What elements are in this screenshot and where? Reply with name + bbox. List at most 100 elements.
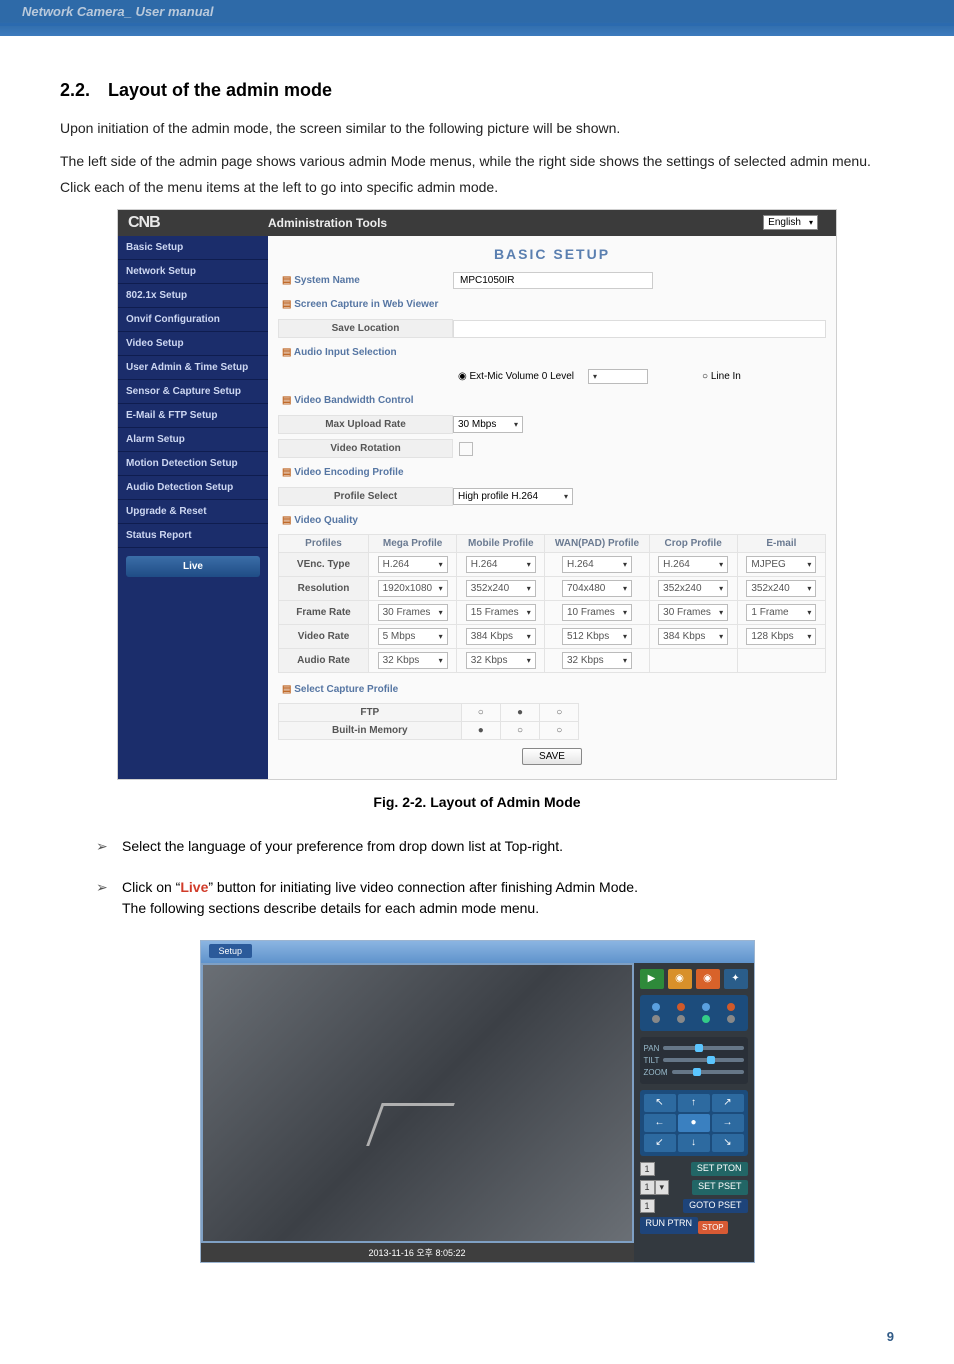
figure-caption: Fig. 2-2. Layout of Admin Mode [60,794,894,810]
max-upload-label: Max Upload Rate [278,415,453,434]
cap-mem-3[interactable]: ○ [540,721,579,739]
slider-zoom[interactable]: ZOOM [644,1068,744,1077]
admin-screenshot: CNB Administration Tools English Basic S… [117,209,837,780]
quality-row-frame: Frame Rate30 Frames15 Frames10 Frames30 … [279,600,826,624]
video-quality-label: Video Quality [278,515,453,526]
sidebar-item-8021x[interactable]: 802.1x Setup [118,284,268,308]
audio-input-label: Audio Input Selection [278,347,453,358]
cap-mem-label: Built-in Memory [279,721,462,739]
profile-select[interactable]: High profile H.264 [453,488,573,505]
goto-pset[interactable]: GOTO PSET [683,1199,747,1213]
language-select[interactable]: English [763,215,818,230]
rotation-checkbox[interactable] [459,442,473,456]
sidebar-item-alarm[interactable]: Alarm Setup [118,428,268,452]
arrow-ne[interactable]: ↗ [712,1094,744,1112]
doc-header-title: Network Camera_ User manual [0,0,954,19]
sidebar-item-emailftp[interactable]: E-Mail & FTP Setup [118,404,268,428]
admin-title: Administration Tools [268,216,763,230]
stop-button[interactable]: STOP [698,1221,728,1234]
side-icon-4[interactable]: ✦ [724,969,748,989]
side-icon-1[interactable]: ▶ [640,969,664,989]
sidebar-item-upgrade[interactable]: Upgrade & Reset [118,500,268,524]
chevron-icon: ➢ [96,838,122,855]
bullet-1: ➢Select the language of your preference … [96,838,894,855]
intro-para-1: Upon initiation of the admin mode, the s… [60,115,894,142]
venc-crop[interactable]: H.264 [658,556,728,573]
cap-ftp-1[interactable]: ○ [461,703,500,721]
cap-ftp-3[interactable]: ○ [540,703,579,721]
preset-num[interactable]: 1 [640,1180,655,1195]
section-number: 2.2. [60,80,108,101]
arrow-w[interactable]: ← [644,1114,676,1132]
quality-row-vrate: Video Rate5 Mbps384 Kbps512 Kbps384 Kbps… [279,624,826,648]
preset-controls: 1SET PTON 1▾SET PSET 1GOTO PSET RUN PTRN… [640,1162,748,1234]
sidebar-item-sensor[interactable]: Sensor & Capture Setup [118,380,268,404]
arrow-s[interactable]: ↓ [678,1134,710,1152]
line-in-radio[interactable]: ○ Line In [702,371,741,382]
profile-select-label: Profile Select [278,487,453,506]
bandwidth-label: Video Bandwidth Control [278,395,453,406]
side-icon-2[interactable]: ◉ [668,969,692,989]
set-pset[interactable]: SET PSET [692,1180,747,1195]
sidebar-item-audio[interactable]: Audio Detection Setup [118,476,268,500]
chevron-icon: ➢ [96,879,122,896]
live-timestamp: 2013-11-16 오후 8:05:22 [201,1243,634,1262]
live-button[interactable]: Live [126,556,260,577]
live-view-screenshot: Setup 2013-11-16 오후 8:05:22 ▶ ◉ ◉ ✦ [200,940,755,1263]
slider-panel: PAN TILT ZOOM [640,1037,748,1084]
system-name-input[interactable]: MPC1050IR [453,272,653,289]
cap-ftp-label: FTP [279,703,462,721]
sidebar-item-onvif[interactable]: Onvif Configuration [118,308,268,332]
sidebar-item-basic[interactable]: Basic Setup [118,236,268,260]
col-profiles: Profiles [279,534,369,552]
venc-mobile[interactable]: H.264 [466,556,536,573]
bullet-2-cont: The following sections describe details … [122,900,894,916]
sidebar-item-network[interactable]: Network Setup [118,260,268,284]
ext-mic-radio[interactable]: ◉ Ext-Mic Volume 0 Level [458,371,574,382]
save-location-input[interactable] [453,320,826,338]
preset-num[interactable]: 1 [640,1199,655,1213]
quality-row-arate: Audio Rate32 Kbps32 Kbps32 Kbps [279,648,826,672]
sidebar-item-status[interactable]: Status Report [118,524,268,548]
venc-mega[interactable]: H.264 [378,556,448,573]
live-side-panel: ▶ ◉ ◉ ✦ PAN TILT ZOOM [634,963,754,1262]
status-panel [640,995,748,1031]
side-icon-3[interactable]: ◉ [696,969,720,989]
col-mega: Mega Profile [369,534,457,552]
rotation-label: Video Rotation [278,439,453,458]
col-crop: Crop Profile [649,534,737,552]
volume-select[interactable] [588,369,648,384]
arrow-sw[interactable]: ↙ [644,1134,676,1152]
max-upload-select[interactable]: 30 Mbps [453,416,523,433]
arrow-e[interactable]: → [712,1114,744,1132]
live-topbar: Setup [201,941,754,963]
sidebar-item-usertime[interactable]: User Admin & Time Setup [118,356,268,380]
arrow-nw[interactable]: ↖ [644,1094,676,1112]
slider-tilt[interactable]: TILT [644,1056,744,1065]
cap-ftp-2[interactable]: ● [500,703,539,721]
capture-profile-label: Select Capture Profile [278,684,453,695]
save-button[interactable]: SAVE [522,748,582,765]
venc-email[interactable]: MJPEG [746,556,816,573]
cap-mem-2[interactable]: ○ [500,721,539,739]
arrow-center[interactable]: ● [678,1114,710,1132]
col-mobile: Mobile Profile [457,534,545,552]
arrow-se[interactable]: ↘ [712,1134,744,1152]
set-pton[interactable]: SET PTON [691,1162,748,1176]
encoding-label: Video Encoding Profile [278,467,453,478]
capture-profile-table: FTP○●○ Built-in Memory●○○ [278,703,579,740]
preset-num[interactable]: 1 [640,1162,655,1176]
content-heading: BASIC SETUP [278,246,826,262]
header-divider [0,23,954,26]
quality-row-venc: VEnc. TypeH.264H.264H.264H.264MJPEG [279,552,826,576]
venc-wan[interactable]: H.264 [562,556,632,573]
system-name-label: System Name [278,275,453,286]
col-email: E-mail [737,534,825,552]
arrow-n[interactable]: ↑ [678,1094,710,1112]
sidebar-item-motion[interactable]: Motion Detection Setup [118,452,268,476]
setup-button[interactable]: Setup [209,944,253,958]
sidebar-item-video[interactable]: Video Setup [118,332,268,356]
cap-mem-1[interactable]: ● [461,721,500,739]
run-ptrn[interactable]: RUN PTRN [640,1217,699,1234]
slider-pan[interactable]: PAN [644,1044,744,1053]
